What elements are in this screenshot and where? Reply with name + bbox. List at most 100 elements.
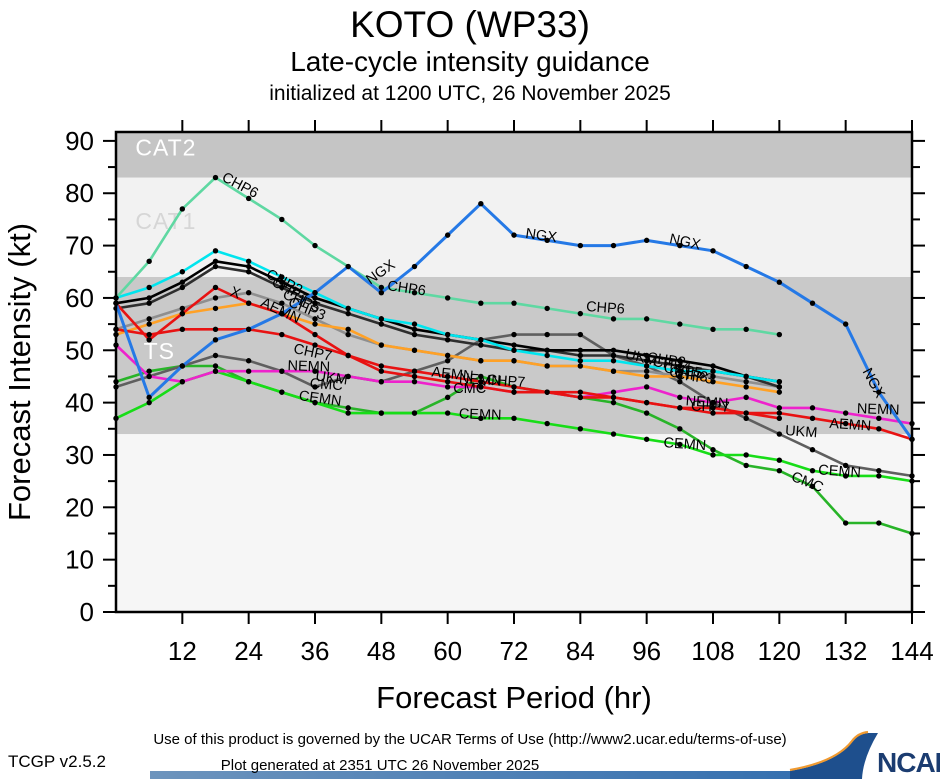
data-point-nemn xyxy=(212,368,219,374)
data-point-chp2 xyxy=(511,347,517,353)
data-point-nemn xyxy=(312,368,318,374)
x-tick-label: 60 xyxy=(433,636,462,666)
data-point-ngx xyxy=(478,201,484,207)
data-point-cemn xyxy=(444,410,451,416)
data-point-cemn xyxy=(743,452,749,458)
data-point-chp4 xyxy=(544,347,550,353)
data-point-chp5 xyxy=(312,321,318,327)
data-point-cemn xyxy=(245,378,252,385)
x-tick-label: 132 xyxy=(824,636,867,666)
data-point-chp7 xyxy=(511,384,517,390)
band-below-TS xyxy=(116,434,912,612)
data-point-chp8 xyxy=(610,352,617,359)
data-point-chp6 xyxy=(511,300,517,306)
data-point-aemn xyxy=(411,373,418,380)
data-point-chp4 xyxy=(610,347,617,353)
data-point-cmc xyxy=(809,483,816,490)
data-point-nemn xyxy=(378,378,385,385)
y-tick-label: 70 xyxy=(65,231,94,261)
y-tick-label: 40 xyxy=(65,388,94,418)
data-point-ngx xyxy=(279,310,285,317)
data-point-chp7 xyxy=(643,399,650,406)
x-tick-label: 120 xyxy=(758,636,801,666)
model-label-ukm: UKM xyxy=(624,346,659,369)
data-point-chp7 xyxy=(146,331,152,338)
data-point-chp5 xyxy=(478,358,484,364)
data-point-chp5 xyxy=(776,389,783,395)
data-point-chp8 xyxy=(478,342,484,348)
data-point-chp2 xyxy=(245,258,252,264)
data-point-chp7 xyxy=(776,415,783,422)
model-label-cmc: CMC xyxy=(309,376,343,394)
data-point-nemn xyxy=(743,394,749,401)
data-point-chp8 xyxy=(245,269,252,275)
data-point-chp5 xyxy=(378,342,385,348)
data-point-chp5 xyxy=(643,373,650,380)
data-point-ngx xyxy=(643,237,650,244)
terms-of-use-text: Use of this product is governed by the U… xyxy=(153,731,787,748)
model-label-chp5: CHP5 xyxy=(663,360,704,381)
model-label-cemn: CEMN xyxy=(298,388,343,410)
data-point-cmc xyxy=(212,363,219,369)
data-point-chp4 xyxy=(677,358,683,364)
data-point-chp8 xyxy=(776,384,783,390)
data-point-chp7 xyxy=(345,352,351,359)
data-point-cemn xyxy=(544,420,550,427)
data-point-ngx xyxy=(511,232,517,238)
data-point-ukm xyxy=(212,352,219,359)
data-point-chp2 xyxy=(776,378,783,385)
data-point-cemn xyxy=(478,415,484,422)
model-label-aemn: AEMN xyxy=(431,365,474,385)
data-point-chp6 xyxy=(577,310,584,317)
data-point-chp4 xyxy=(577,347,584,353)
data-point-aemn xyxy=(245,300,252,306)
data-point-cmc xyxy=(842,520,849,526)
data-point-ngx xyxy=(411,263,418,270)
ncar-logo: NCAR xyxy=(150,730,940,779)
data-point-chp3 xyxy=(279,300,285,306)
model-label-ngx: NGX xyxy=(524,226,558,246)
band-label-cat2: CAT2 xyxy=(135,135,196,161)
data-point-cemn xyxy=(677,441,683,448)
data-point-chp2 xyxy=(411,321,418,327)
data-point-chp8 xyxy=(345,310,351,317)
data-point-nemn xyxy=(677,394,683,401)
data-point-ngx xyxy=(710,248,716,254)
model-label-cemn: CEMN xyxy=(818,462,862,481)
data-point-cemn xyxy=(643,436,650,442)
data-point-nemn xyxy=(146,373,152,380)
data-point-chp8 xyxy=(677,363,683,369)
x-tick-label: 72 xyxy=(500,636,529,666)
data-point-chp3 xyxy=(643,368,650,374)
band-CAT2 xyxy=(116,132,912,178)
data-point-chp6 xyxy=(146,258,152,264)
data-point-chp6 xyxy=(378,284,385,291)
data-point-chp8 xyxy=(312,300,318,306)
model-label-ngx: NGX xyxy=(668,231,702,253)
ncar-swoosh-accent xyxy=(789,730,869,772)
data-point-chp4 xyxy=(179,279,186,285)
model-series xyxy=(113,174,915,537)
data-point-chp3 xyxy=(710,373,716,380)
model-label-nemn: NEMN xyxy=(685,393,729,412)
data-point-chp6 xyxy=(312,242,318,249)
model-label-cemn: CEMN xyxy=(459,406,502,423)
data-point-cemn xyxy=(776,457,783,463)
data-point-chp6 xyxy=(245,195,252,202)
data-point-nemn xyxy=(643,384,650,390)
data-point-aemn xyxy=(179,310,186,317)
y-tick-label: 20 xyxy=(65,492,94,522)
data-point-ukm xyxy=(776,431,783,437)
data-point-ngx xyxy=(809,300,816,306)
data-point-chp2 xyxy=(279,274,285,280)
data-point-chp2 xyxy=(146,284,152,291)
data-point-chp4 xyxy=(212,258,219,264)
data-point-aemn xyxy=(478,384,484,390)
data-point-chp3 xyxy=(312,316,318,322)
tcgp-version-label: TCGP v2.5.2 xyxy=(8,752,106,771)
data-point-chp8 xyxy=(411,331,418,338)
data-point-cemn xyxy=(345,410,351,416)
data-point-chp8 xyxy=(643,358,650,364)
data-point-chp3 xyxy=(345,331,351,338)
